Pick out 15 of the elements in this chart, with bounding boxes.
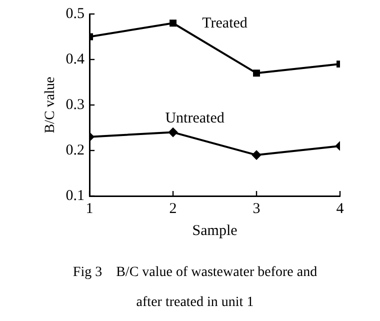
y-tick-label: 0.2 — [66, 142, 85, 158]
x-tick-label: 2 — [169, 200, 177, 217]
series-label: Treated — [202, 16, 248, 32]
x-tick-label: 4 — [336, 200, 344, 217]
y-tick-label: 0.1 — [66, 188, 85, 204]
y-tick-label: 0.3 — [66, 96, 85, 113]
caption: Fig 3 B/C value of wastewater before and after treated in unit 1 — [72, 264, 318, 312]
series-label: Untreated — [165, 110, 225, 127]
y-axis-title: B/C value — [43, 76, 58, 134]
y-tick-label: 0.5 — [66, 6, 85, 22]
x-axis-title: Sample — [192, 222, 238, 239]
y-tick-label: 0.4 — [66, 51, 86, 68]
x-tick-label: 1 — [86, 200, 94, 217]
point — [253, 70, 260, 77]
x-tick-label: 3 — [252, 200, 260, 217]
